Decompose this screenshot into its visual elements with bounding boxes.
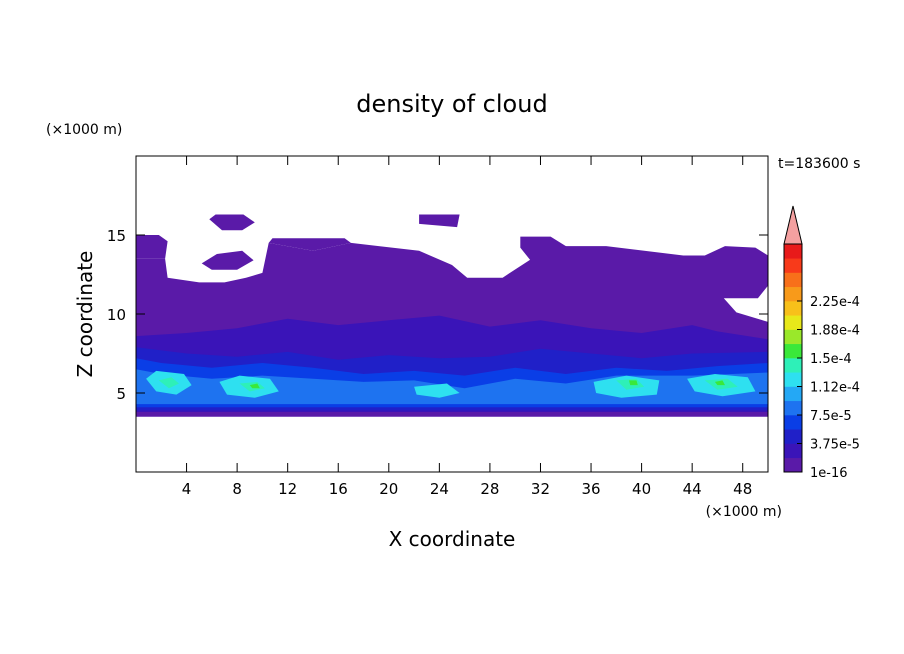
x-axis-unit-label: (×1000 m) [706,504,782,520]
colorbar-swatch [784,286,802,302]
x-tick-label: 32 [531,480,550,498]
x-axis-title: X coordinate [389,527,516,551]
y-axis-title: Z coordinate [73,251,97,378]
colorbar-swatch [784,372,802,387]
chart-title: density of cloud [356,90,547,118]
colorbar-label: 1e-16 [810,466,848,481]
x-tick-label: 24 [430,480,449,498]
colorbar-overflow-triangle [783,205,803,245]
y-tick-label: 5 [116,385,126,403]
x-tick-label: 4 [182,480,192,498]
contour-region [419,214,460,228]
colorbar-swatch [784,272,802,288]
colorbar-swatch [784,400,802,416]
x-tick-label: 40 [632,480,651,498]
x-tick-label: 12 [278,480,297,498]
colorbar-label: 1.5e-4 [810,352,852,367]
y-tick-label: 10 [107,306,126,324]
colorbar-swatch [784,329,802,345]
colorbar-swatch [784,443,802,459]
contour-region [520,236,569,261]
contour-region [209,214,255,231]
x-axis-ticks: 4 8 12 16 20 24 28 32 36 40 44 48 [182,156,752,498]
colorbar-swatch [784,244,802,259]
x-tick-label: 20 [379,480,398,498]
contour-region [414,383,460,398]
x-tick-label: 28 [480,480,499,498]
x-tick-label: 44 [683,480,702,498]
x-tick-label: 48 [733,480,752,498]
y-tick-label: 15 [107,227,126,245]
colorbar-label: 2.25e-4 [810,295,860,310]
contour-region [629,380,638,386]
colorbar-swatch [784,386,802,402]
y-axis-unit-label: (×1000 m) [46,122,122,138]
colorbar-swatch [784,301,802,316]
x-tick-label: 16 [329,480,348,498]
colorbar-swatch [784,415,802,430]
time-label: t=183600 s [778,156,860,172]
colorbar-label: 1.12e-4 [810,381,860,396]
contour-region [136,235,168,259]
x-tick-label: 8 [232,480,242,498]
colorbar-swatch [784,457,802,473]
contour-region [714,380,725,386]
colorbar-swatch [784,258,802,273]
contour-region [158,377,179,389]
colorbar-label: 7.5e-5 [810,409,852,424]
contour-region [249,383,260,389]
y-axis-ticks: 5 10 15 [107,227,768,403]
colorbar-swatch [784,358,802,373]
contour-region [201,250,254,270]
contour-region [268,238,351,251]
colorbar-swatch [784,429,802,444]
contour-regions [136,214,768,417]
colorbar-swatch [784,343,802,359]
colorbar-label: 3.75e-5 [810,438,860,453]
x-tick-label: 36 [581,480,600,498]
colorbar: 1e-16 3.75e-5 7.5e-5 1.12e-4 1.5e-4 1.88e-4 2.… [783,205,860,481]
colorbar-swatch [784,315,802,330]
colorbar-label: 1.88e-4 [810,324,860,339]
